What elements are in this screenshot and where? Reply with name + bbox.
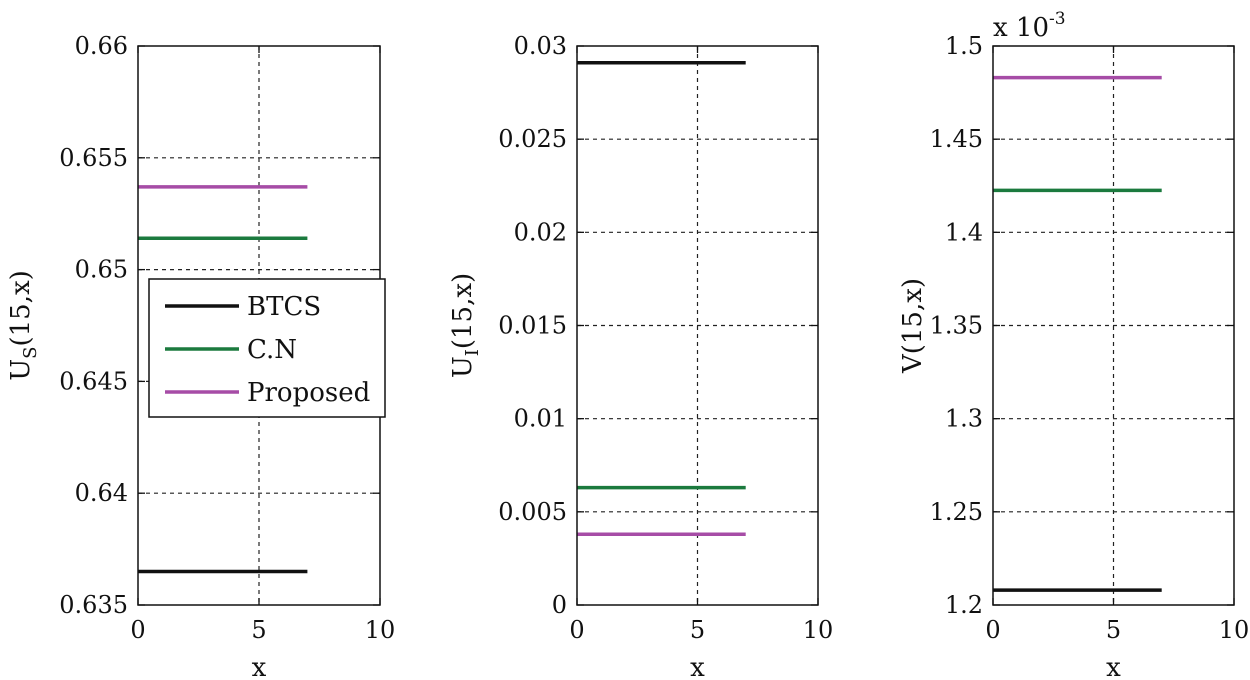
y-tick-label: 1.35: [930, 312, 983, 340]
x-tick-label: 0: [569, 616, 584, 644]
y-tick-label: 1.25: [930, 498, 983, 526]
y-tick-label: 0.655: [59, 144, 128, 172]
x-tick-label: 10: [803, 616, 834, 644]
y-tick-label: 1.4: [945, 218, 983, 246]
x-axis-label: x: [1106, 653, 1121, 680]
x-tick-label: 5: [251, 616, 266, 644]
y-tick-label: 0.66: [75, 32, 128, 60]
y-tick-label: 0.01: [514, 405, 567, 433]
y-tick-label: 0.65: [75, 256, 128, 284]
y-tick-label: 0.03: [514, 32, 567, 60]
axis-multiplier: x 10-3: [993, 9, 1066, 43]
y-tick-label: 0.645: [59, 367, 128, 395]
y-tick-label: 0.025: [498, 125, 567, 153]
x-tick-label: 0: [985, 616, 1000, 644]
y-tick-label: 0.64: [75, 479, 128, 507]
y-tick-label: 0: [552, 591, 567, 619]
y-tick-label: 0.005: [498, 498, 567, 526]
y-axis-label: V(15,x): [898, 278, 928, 374]
x-tick-label: 10: [1219, 616, 1250, 644]
x-axis-label: x: [252, 653, 267, 680]
y-tick-label: 0.015: [498, 312, 567, 340]
legend-label: Proposed: [247, 378, 370, 408]
y-axis-label: US(15,x): [6, 270, 41, 381]
chart-panel-1: 0.635 0.64 0.645 0.65 0.655 0.66 0 5 10 x US(15,x)…: [6, 32, 395, 680]
legend-label: BTCS: [247, 292, 321, 322]
x-tick-label: 5: [690, 616, 705, 644]
x-tick-label: 5: [1106, 616, 1121, 644]
legend: BTCS C.N Proposed: [148, 278, 386, 418]
y-tick-label: 1.5: [945, 32, 983, 60]
x-tick-label: 10: [365, 616, 396, 644]
y-tick-label: 1.3: [945, 405, 983, 433]
y-axis-label: UI(15,x): [448, 273, 483, 378]
x-axis-label: x: [690, 653, 705, 680]
x-tick-label: 0: [130, 616, 145, 644]
y-tick-label: 1.45: [930, 125, 983, 153]
chart-panel-2: 0 0.005 0.01 0.015 0.02 0.025 0.03 0 5 10 x UI(15,x…: [448, 32, 833, 680]
legend-label: C.N: [247, 335, 297, 365]
y-tick-label: 1.2: [945, 591, 983, 619]
y-tick-label: 0.02: [514, 218, 567, 246]
chart-panel-3: 1.2 1.25 1.3 1.35 1.4 1.45 1.5 0 5 10 x V(15,x) x 10…: [898, 9, 1249, 680]
y-tick-label: 0.635: [59, 591, 128, 619]
